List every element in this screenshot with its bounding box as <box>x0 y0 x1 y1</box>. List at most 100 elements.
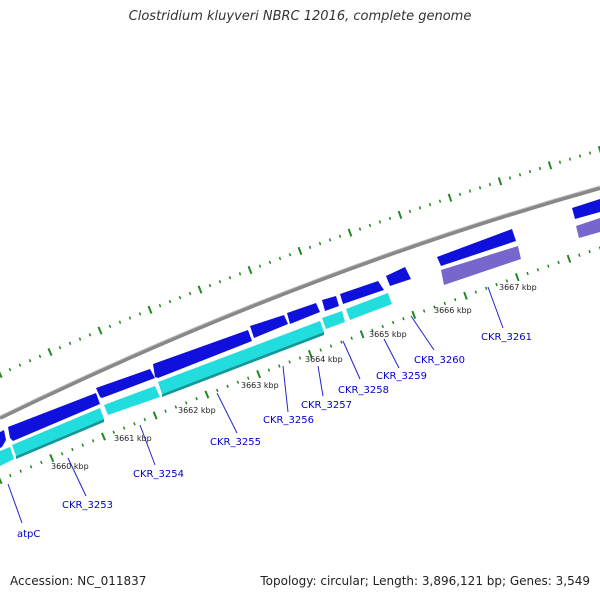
gc-dot-upper-3 <box>28 359 32 363</box>
position-tick-1 <box>9 473 12 478</box>
tick-label-3664: 3664 kbp <box>305 355 343 364</box>
position-tick-49 <box>505 279 509 283</box>
position-tick-51 <box>526 271 529 276</box>
position-tick-36 <box>371 328 374 333</box>
gc-dot-upper-11 <box>108 324 112 329</box>
gc-dot-upper-24 <box>238 272 242 276</box>
position-tick-3 <box>29 465 33 469</box>
reverse-genes <box>0 293 392 466</box>
position-tick-6 <box>60 452 64 456</box>
gc-dot-upper-1 <box>8 367 12 372</box>
tick-label-3666: 3666 kbp <box>434 306 472 315</box>
position-tick-10 <box>100 432 106 441</box>
gc-dot-upper-32 <box>318 241 322 246</box>
gene-leader-lines <box>7 286 504 524</box>
gc-dot-upper-10 <box>97 326 103 335</box>
position-tick-30 <box>307 349 313 359</box>
tick-label-3663: 3663 kbp <box>241 381 279 390</box>
gc-dot-upper-27 <box>268 260 272 264</box>
position-tick-38 <box>391 320 395 325</box>
gc-dot-upper-8 <box>78 337 82 341</box>
kbp-labels: 3660 kbp 3661 kbp 3662 kbp 3663 kbp 3664… <box>51 283 537 471</box>
gc-dot-upper-51 <box>508 176 512 180</box>
position-tick-27 <box>278 364 281 368</box>
gc-dot-upper-50 <box>497 177 503 186</box>
gc-dot-upper-59 <box>588 151 592 155</box>
gc-dot-upper-36 <box>358 227 362 231</box>
gene-cyan-1[interactable] <box>0 447 14 466</box>
gene-label-CKR_3261[interactable]: CKR_3261 <box>481 332 532 343</box>
gene-label-CKR_3259[interactable]: CKR_3259 <box>376 371 427 382</box>
position-tick-40 <box>411 310 417 319</box>
gene-label-CKR_3255[interactable]: CKR_3255 <box>210 437 261 448</box>
gene-cyan-2[interactable] <box>12 408 104 456</box>
gene-cyan-4[interactable] <box>158 321 324 394</box>
position-tick-0 <box>0 477 3 485</box>
gene-arrow-CKR_3256[interactable] <box>250 315 288 338</box>
gene-cyan-6[interactable] <box>346 293 392 320</box>
gene-arrow-CKR_3257[interactable] <box>287 303 320 324</box>
genome-title: Clostridium kluyveri NBRC 12016, complet… <box>128 9 472 24</box>
gc-dot-upper-2 <box>18 363 22 367</box>
gc-dot-upper-60 <box>597 145 600 154</box>
position-tick-13 <box>133 422 136 426</box>
position-ticks <box>0 246 600 485</box>
position-tick-2 <box>19 469 22 473</box>
rna-feature-2[interactable] <box>576 218 600 238</box>
position-tick-34 <box>350 336 353 340</box>
gc-dot-upper-52 <box>518 173 522 177</box>
position-tick-43 <box>443 301 447 306</box>
tick-label-3661: 3661 kbp <box>114 434 152 443</box>
gc-dot-upper-23 <box>228 276 232 280</box>
gc-dot-upper-42 <box>418 206 422 210</box>
gc-dot-upper-39 <box>388 216 392 221</box>
gc-dot-upper-21 <box>208 283 212 288</box>
gene-cyan-3[interactable] <box>104 386 160 415</box>
position-tick-42 <box>433 305 436 309</box>
gene-cyan-5[interactable] <box>322 311 345 329</box>
gc-dot-upper-16 <box>158 303 162 308</box>
position-tick-8 <box>81 443 85 447</box>
gene-arrow-CKR_3258[interactable] <box>322 296 339 311</box>
gene-arrow-CKR_3260[interactable] <box>386 267 411 286</box>
gc-dot-upper-17 <box>168 299 172 304</box>
gc-skew-dots <box>0 145 600 379</box>
gene-arrow-CKR_3259[interactable] <box>340 281 384 304</box>
gc-dot-upper-53 <box>528 169 532 174</box>
gc-dot-upper-56 <box>558 160 562 164</box>
gene-arrow-CKR_3261[interactable] <box>437 229 516 266</box>
rna-feature-1[interactable] <box>441 246 521 285</box>
gc-dot-upper-0 <box>0 371 3 379</box>
gene-arrow-CKR_3254[interactable] <box>96 369 155 398</box>
gene-arrow-CKR_3253[interactable] <box>8 393 100 441</box>
gc-dot-upper-44 <box>438 199 442 203</box>
gene-label-CKR_3253[interactable]: CKR_3253 <box>62 500 113 511</box>
gene-label-CKR_3260[interactable]: CKR_3260 <box>414 355 465 366</box>
gc-dot-upper-25 <box>247 265 253 275</box>
gc-dot-upper-47 <box>468 189 472 193</box>
gc-dot-upper-31 <box>308 245 312 249</box>
gene-label-CKR_3258[interactable]: CKR_3258 <box>338 385 389 396</box>
gc-dot-upper-43 <box>428 202 432 207</box>
gene-label-CKR_3256[interactable]: CKR_3256 <box>263 415 314 426</box>
position-tick-22 <box>226 384 229 389</box>
tick-label-3667: 3667 kbp <box>499 283 537 292</box>
position-tick-35 <box>359 330 365 339</box>
gene-label-CKR_3254[interactable]: CKR_3254 <box>133 469 184 480</box>
gene-label-atpC[interactable]: atpC <box>17 529 40 540</box>
position-tick-48 <box>495 282 498 287</box>
position-tick-56 <box>578 253 581 257</box>
position-tick-55 <box>566 254 572 263</box>
position-tick-23 <box>236 380 240 384</box>
genome-summary: Topology: circular; Length: 3,896,121 bp… <box>260 574 590 588</box>
position-tick-52 <box>536 268 540 272</box>
tick-label-3662: 3662 kbp <box>178 406 216 415</box>
position-tick-53 <box>547 264 550 268</box>
gene-label-CKR_3257[interactable]: CKR_3257 <box>301 400 352 411</box>
gc-dot-upper-35 <box>347 228 353 237</box>
gc-dot-upper-19 <box>188 291 192 296</box>
position-tick-33 <box>340 340 343 344</box>
gene-arrow-CKR_3255[interactable] <box>153 330 252 378</box>
gene-arrow-atpC[interactable] <box>0 430 6 448</box>
gene-arrow-next[interactable] <box>572 199 600 219</box>
